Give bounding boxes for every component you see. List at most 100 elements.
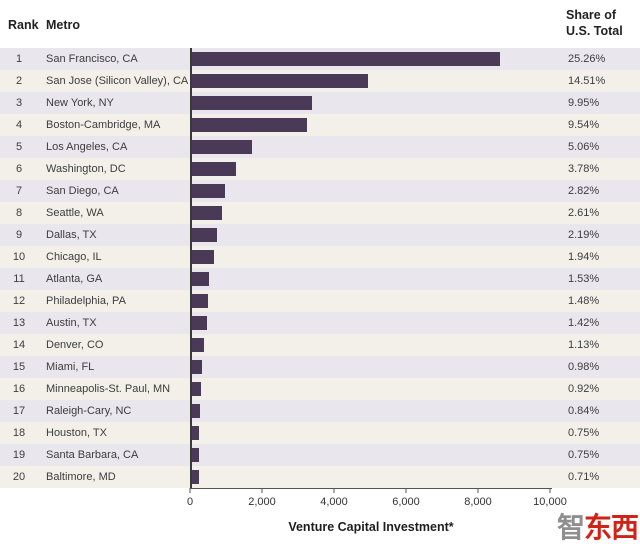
bar bbox=[190, 382, 202, 396]
metro-cell: New York, NY bbox=[46, 97, 114, 109]
table-row: 13 Austin, TX 1.42% bbox=[0, 312, 640, 334]
bar bbox=[190, 184, 225, 198]
table-row: 12 Philadelphia, PA 1.48% bbox=[0, 290, 640, 312]
x-tick-label: 6,000 bbox=[392, 496, 420, 508]
bar-cell bbox=[190, 466, 558, 488]
share-cell: 14.51% bbox=[568, 75, 606, 87]
bar bbox=[190, 206, 223, 220]
metro-cell: San Jose (Silicon Valley), CA bbox=[46, 75, 189, 87]
bar-cell bbox=[190, 334, 558, 356]
x-tick-label: 4,000 bbox=[320, 496, 348, 508]
rank-cell: 16 bbox=[12, 383, 26, 395]
bar bbox=[190, 360, 203, 374]
bar bbox=[190, 250, 214, 264]
table-row: 9 Dallas, TX 2.19% bbox=[0, 224, 640, 246]
table-row: 1 San Francisco, CA 25.26% bbox=[0, 48, 640, 70]
rank-cell: 18 bbox=[12, 427, 26, 439]
x-axis-line bbox=[190, 488, 552, 489]
chart-column-header bbox=[190, 0, 558, 48]
table-row: 14 Denver, CO 1.13% bbox=[0, 334, 640, 356]
metro-cell: Baltimore, MD bbox=[46, 471, 116, 483]
share-cell: 1.42% bbox=[568, 317, 600, 329]
bar bbox=[190, 272, 209, 286]
x-axis-label: Venture Capital Investment* bbox=[288, 520, 454, 534]
bar bbox=[190, 294, 209, 308]
x-tick-mark bbox=[549, 488, 551, 493]
metro-cell: Dallas, TX bbox=[46, 229, 97, 241]
bar bbox=[190, 426, 200, 440]
rank-cell: 19 bbox=[12, 449, 26, 461]
x-tick-label: 2,000 bbox=[248, 496, 276, 508]
table-row: 17 Raleigh-Cary, NC 0.84% bbox=[0, 400, 640, 422]
share-cell: 2.61% bbox=[568, 207, 600, 219]
share-header-line1: Share of bbox=[566, 8, 617, 22]
bar bbox=[190, 316, 208, 330]
table-row: 4 Boston-Cambridge, MA 9.54% bbox=[0, 114, 640, 136]
rank-cell: 4 bbox=[15, 119, 23, 131]
rank-cell: 10 bbox=[12, 251, 26, 263]
share-cell: 5.06% bbox=[568, 141, 600, 153]
table-row: 10 Chicago, IL 1.94% bbox=[0, 246, 640, 268]
share-cell: 9.95% bbox=[568, 97, 600, 109]
rank-cell: 13 bbox=[12, 317, 26, 329]
table-row: 15 Miami, FL 0.98% bbox=[0, 356, 640, 378]
x-axis-ticks: 0 2,000 4,000 6,000 8,000 10,000 bbox=[186, 488, 567, 514]
metro-cell: San Diego, CA bbox=[46, 185, 119, 197]
bar-cell bbox=[190, 48, 558, 70]
share-cell: 0.75% bbox=[568, 427, 600, 439]
metro-cell: Washington, DC bbox=[46, 163, 126, 175]
metro-cell: Philadelphia, PA bbox=[46, 295, 126, 307]
bar-cell bbox=[190, 444, 558, 466]
metro-cell: Los Angeles, CA bbox=[46, 141, 128, 153]
share-cell: 0.92% bbox=[568, 383, 600, 395]
metro-cell: Santa Barbara, CA bbox=[46, 449, 139, 461]
rank-cell: 8 bbox=[15, 207, 23, 219]
rank-cell: 12 bbox=[12, 295, 26, 307]
rank-cell: 15 bbox=[12, 361, 26, 373]
rank-cell: 17 bbox=[12, 405, 26, 417]
share-cell: 2.19% bbox=[568, 229, 600, 241]
y-axis-line bbox=[190, 48, 192, 488]
bar-cell bbox=[190, 180, 558, 202]
x-tick-mark bbox=[333, 488, 335, 493]
bar-cell bbox=[190, 114, 558, 136]
share-cell: 1.94% bbox=[568, 251, 600, 263]
metro-cell: Raleigh-Cary, NC bbox=[46, 405, 132, 417]
metro-column-header: Metro bbox=[46, 18, 81, 32]
bar bbox=[190, 404, 201, 418]
table-row: 5 Los Angeles, CA 5.06% bbox=[0, 136, 640, 158]
bar bbox=[190, 52, 500, 66]
bar-cell bbox=[190, 400, 558, 422]
table-row: 20 Baltimore, MD 0.71% bbox=[0, 466, 640, 488]
bar bbox=[190, 118, 307, 132]
x-tick-label: 0 bbox=[186, 496, 194, 508]
table-row: 16 Minneapolis-St. Paul, MN 0.92% bbox=[0, 378, 640, 400]
watermark-red-chars: 东西 bbox=[583, 512, 639, 543]
share-cell: 2.82% bbox=[568, 185, 600, 197]
metro-cell: Miami, FL bbox=[46, 361, 95, 373]
table-row: 2 San Jose (Silicon Valley), CA 14.51% bbox=[0, 70, 640, 92]
metro-cell: Boston-Cambridge, MA bbox=[46, 119, 161, 131]
table-rows: 1 San Francisco, CA 25.26% 2 San Jose (S… bbox=[0, 48, 640, 488]
watermark-logo: 智东西 bbox=[557, 512, 639, 543]
share-column-header: Share of U.S. Total bbox=[558, 0, 640, 48]
bar-cell bbox=[190, 356, 558, 378]
bar bbox=[190, 162, 237, 176]
x-tick-label: 8,000 bbox=[464, 496, 492, 508]
table-row: 18 Houston, TX 0.75% bbox=[0, 422, 640, 444]
bar-cell bbox=[190, 290, 558, 312]
share-cell: 1.48% bbox=[568, 295, 600, 307]
bar bbox=[190, 470, 199, 484]
rank-cell: 7 bbox=[15, 185, 23, 197]
share-cell: 0.71% bbox=[568, 471, 600, 483]
share-cell: 1.13% bbox=[568, 339, 600, 351]
bar bbox=[190, 228, 217, 242]
rank-cell: 20 bbox=[12, 471, 26, 483]
bar bbox=[190, 338, 204, 352]
x-tick-mark bbox=[477, 488, 479, 493]
metro-cell: Austin, TX bbox=[46, 317, 97, 329]
bar bbox=[190, 96, 313, 110]
bar-cell bbox=[190, 422, 558, 444]
table-row: 8 Seattle, WA 2.61% bbox=[0, 202, 640, 224]
